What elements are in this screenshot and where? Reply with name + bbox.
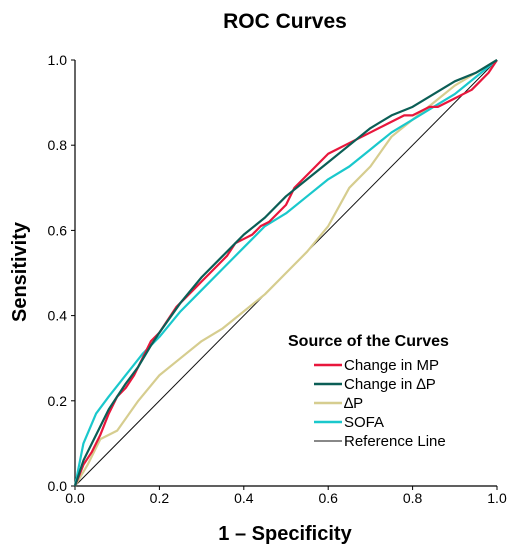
x-tick-label: 0.0 bbox=[65, 490, 85, 506]
legend-label-change-in-delta-p: Change in ∆P bbox=[344, 376, 436, 393]
chart-title: ROC Curves bbox=[223, 10, 347, 33]
axes: 0.0 0.2 0.4 0.6 0.8 1.0 0.0 0.2 0.4 0.6 0.8 1.0 bbox=[48, 52, 507, 506]
series-line-sofa bbox=[73, 59, 498, 487]
y-axis-label: Sensitivity bbox=[9, 221, 31, 322]
series-line-change-in-delta-p bbox=[73, 59, 498, 487]
y-tick-label: 0.0 bbox=[48, 478, 68, 494]
y-tick-label: 0.6 bbox=[48, 222, 68, 238]
y-tick-label: 0.8 bbox=[48, 137, 68, 153]
series-layer bbox=[73, 59, 498, 487]
legend-title: Source of the Curves bbox=[288, 333, 449, 350]
x-tick-label: 0.2 bbox=[150, 490, 170, 506]
y-tick-label: 0.4 bbox=[48, 308, 68, 324]
y-tick-label: 1.0 bbox=[48, 52, 68, 68]
y-tick-label: 0.2 bbox=[48, 393, 68, 409]
x-tick-label: 1.0 bbox=[487, 490, 507, 506]
legend: Source of the Curves Change in MP Change … bbox=[288, 333, 449, 450]
legend-label-change-in-mp: Change in MP bbox=[344, 357, 439, 374]
series-line-change-in-mp bbox=[73, 59, 498, 487]
x-axis-label: 1 – Specificity bbox=[218, 523, 352, 545]
legend-label-reference-line: Reference Line bbox=[344, 433, 446, 450]
legend-label-delta-p: ∆P bbox=[344, 395, 363, 412]
legend-label-sofa: SOFA bbox=[344, 414, 384, 431]
x-tick-label: 0.8 bbox=[403, 490, 423, 506]
x-tick-label: 0.6 bbox=[318, 490, 338, 506]
x-tick-label: 0.4 bbox=[234, 490, 254, 506]
